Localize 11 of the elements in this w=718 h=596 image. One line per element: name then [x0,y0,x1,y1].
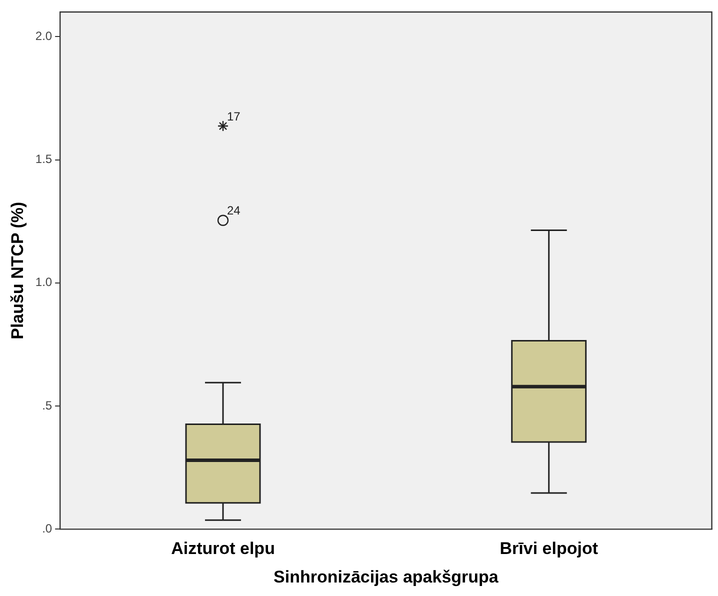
annotation: 24 [227,204,241,218]
x-tick-label: Aizturot elpu [171,539,275,558]
y-tick-label: 2.0 [35,28,52,43]
y-tick-label: .0 [42,522,52,536]
y-axis-title: Plaušu NTCP (%) [8,202,27,340]
x-axis-title: Sinhronizācijas apakšgrupa [274,567,499,586]
x-tick-label: Brīvi elpojot [500,539,598,558]
y-tick-label: .5 [42,398,52,412]
y-tick-label: 1.0 [35,275,52,290]
annotation: 17 [227,109,241,124]
y-tick-label: 1.5 [35,152,52,166]
